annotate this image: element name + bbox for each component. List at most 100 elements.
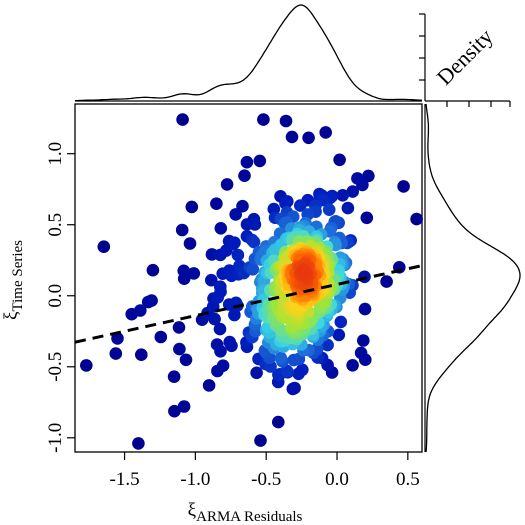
scatter-point [214,285,227,299]
scatter-point [302,131,315,145]
plot-frame [74,103,423,453]
scatter-point [177,264,190,278]
scatter-point [167,370,181,384]
scatter-point [246,263,260,276]
scatter-point [220,178,234,191]
y-tick-label: 1.0 [45,142,66,166]
y-tick-label: -1.0 [45,423,66,453]
scatter-point [202,379,216,392]
scatter-point [168,404,181,418]
scatter-point [223,335,236,349]
scatter-point [185,200,199,214]
scatter-point [410,212,423,226]
scatter-point [272,415,285,429]
scatter-point [179,353,193,367]
scatter-point [208,312,221,326]
scatter-point [341,201,355,215]
scatter-point [109,347,123,360]
y-tick-label: 0.5 [45,213,66,237]
scatter-point [334,315,348,329]
top-density-curve [74,4,423,102]
scatter-point [146,263,160,277]
scatter-point [279,114,293,128]
scatter-point [321,338,334,352]
x-axis: -1.5 -1.0 -0.5 0.0 0.5 [110,452,420,490]
scatter-point [360,211,374,225]
scatter-point [214,345,227,358]
scatter-point [238,169,251,182]
scatter-point [297,266,311,279]
scatter-point [280,364,294,378]
scatter-point [296,363,309,377]
scatter-point [346,359,359,372]
scatter-point [346,185,360,198]
density-axis: Density [419,13,511,107]
scatter-point [134,304,147,317]
scatter-point [358,302,372,316]
scatter-point [231,248,245,262]
x-tick-label: 0.5 [396,469,420,490]
scatter-points [80,113,423,450]
scatter-point [397,180,410,193]
scatter-point [177,400,191,413]
scatter-point [154,330,168,344]
scatter-point [247,235,261,249]
main-scatter-panel: -1.5 -1.0 -0.5 0.0 0.5 -1.0 -0.5 0.0 0.5 1.0 ξAR… [1,103,423,525]
scatter-point [173,342,186,356]
scatter-point [205,273,218,287]
right-density-curve [425,103,521,453]
regression-line [74,264,423,344]
scatter-point [183,237,197,250]
scatter-point [332,328,346,342]
scatter-point [274,351,288,365]
scatter-point [294,199,307,212]
scatter-point [214,222,228,235]
scatter-point [111,332,124,345]
scatter-point [288,381,301,395]
x-tick-label: -0.5 [251,469,281,490]
scatter-point [228,308,241,322]
top-marginal-density [74,4,423,102]
scatter-point [135,348,148,362]
x-axis-title: ξARMA Residuals [188,500,303,525]
scatter-point [141,295,155,309]
x-tick-label: -1.0 [180,469,210,490]
scatter-point [213,322,227,336]
scatter-point [175,223,189,237]
scatter-point [380,275,393,288]
x-tick-label: -1.5 [110,469,140,490]
scatter-point [97,240,111,253]
scatter-point [240,155,254,169]
y-tick-label: 0.0 [45,284,66,308]
scatter-point [172,321,186,334]
scatter-point [319,126,333,139]
scatter-point [210,197,223,210]
scatter-point [250,366,263,380]
scatter-point [176,113,189,126]
density-label: Density [432,24,498,90]
scatter-point [253,154,267,168]
y-axis-title: ξTime Series [1,240,26,320]
scatter-point [336,189,350,202]
scatter-point [229,208,242,221]
scatter-point [333,153,346,167]
scatter-point [356,178,369,192]
y-axis: -1.0 -0.5 0.0 0.5 1.0 [45,142,75,453]
scatter-point [132,437,145,450]
scatter-point [354,346,368,360]
scatter-point [362,169,375,183]
scatter-point [187,267,201,280]
scatter-point [322,203,336,216]
right-marginal-density [424,103,521,453]
scatter-point [287,353,301,367]
scatter-point [257,113,270,126]
x-tick-label: 0.0 [325,469,349,490]
scatter-point [254,434,267,447]
scatter-point [357,334,370,347]
scatter-point [285,130,299,144]
scatter-point [216,359,230,373]
scatter-point [80,359,93,372]
y-tick-label: -0.5 [45,352,66,382]
scatter-point [228,236,241,249]
